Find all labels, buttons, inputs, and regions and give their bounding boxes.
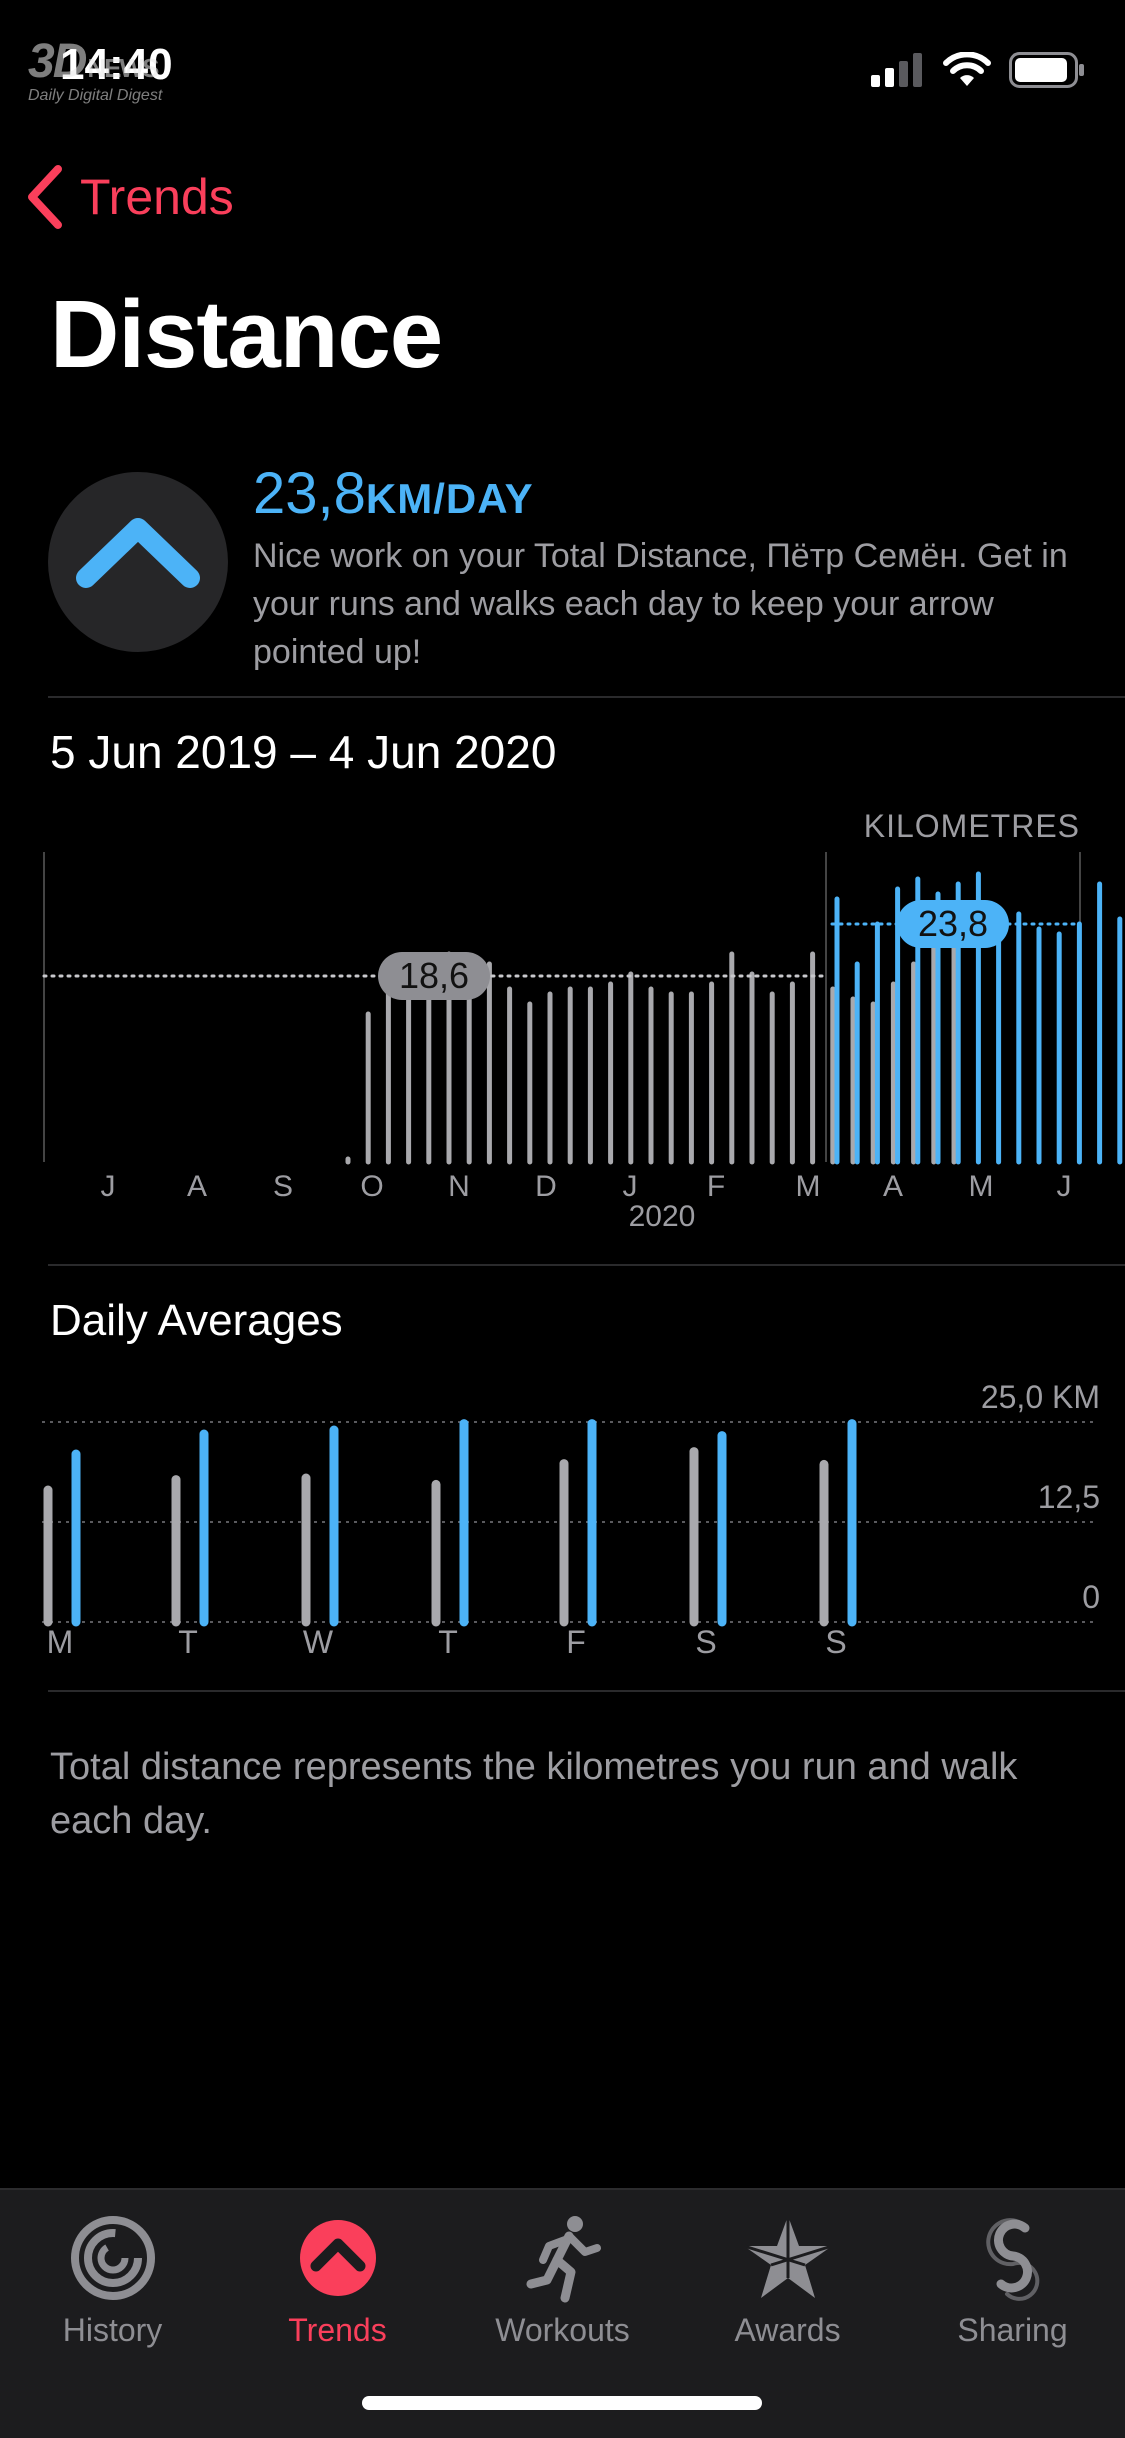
x-tick-label: A <box>883 1170 903 1203</box>
sharing-icon <box>985 2218 1039 2301</box>
daily-averages-title: Daily Averages <box>50 1296 343 1345</box>
baseline-average-pill <box>378 952 490 1000</box>
battery-icon <box>1009 52 1084 88</box>
divider <box>48 1690 1125 1692</box>
weekday-label: F <box>566 1624 586 1660</box>
star-icon <box>743 2216 832 2298</box>
page-title: Distance <box>50 281 443 388</box>
chevron-left-icon <box>28 165 62 229</box>
summary-message: Nice work on your Total Distance, Пётр С… <box>253 536 1068 671</box>
status-bar: 14:40 3DNEWS Daily Digital Digest <box>0 0 1125 140</box>
tab-history[interactable]: History <box>0 2208 225 2349</box>
tab-workouts-label: Workouts <box>495 2312 630 2348</box>
y-tick-label: 0 <box>1082 1579 1100 1615</box>
back-button[interactable]: Trends <box>24 165 234 229</box>
weekday-label: S <box>695 1624 716 1660</box>
x-tick-label: J <box>101 1170 116 1203</box>
trends-icon <box>299 2220 376 2296</box>
tab-awards-label: Awards <box>734 2312 841 2348</box>
x-tick-label: N <box>448 1170 470 1203</box>
wifi-icon <box>943 52 991 86</box>
running-figure-icon <box>526 2216 601 2303</box>
distance-rate: 23,8KM/DAY <box>253 462 1113 526</box>
home-indicator[interactable] <box>362 2396 762 2410</box>
tab-history-label: History <box>62 2312 163 2348</box>
recent-average-value: 23,8 <box>918 903 988 944</box>
weekday-label: S <box>825 1624 846 1660</box>
weekday-label: T <box>438 1624 458 1660</box>
y-tick-label: 12,5 <box>1038 1479 1100 1515</box>
status-time: 14:40 <box>60 40 173 89</box>
watermark-logo: 3DNEWS Daily Digital Digest <box>28 38 162 104</box>
x-tick-label: M <box>796 1170 821 1203</box>
x-tick-label: M <box>969 1170 994 1203</box>
footnote: Total distance represents the kilometres… <box>50 1746 1018 1842</box>
tab-workouts[interactable]: Workouts <box>450 2208 675 2349</box>
tab-trends-label: Trends <box>288 2312 387 2348</box>
tab-sharing-label: Sharing <box>957 2312 1068 2348</box>
distance-rate-unit: KM/DAY <box>365 475 534 522</box>
baseline-average-value: 18,6 <box>399 955 469 996</box>
distance-rate-value: 23,8 <box>253 461 366 526</box>
watermark-tagline: Daily Digital Digest <box>28 87 163 104</box>
divider <box>48 696 1125 698</box>
x-year-label: 2020 <box>629 1200 696 1233</box>
weekday-label: T <box>178 1624 198 1660</box>
summary-text: 23,8KM/DAY Nice work on your Total Dista… <box>253 462 1113 676</box>
x-tick-label: S <box>273 1170 293 1203</box>
watermark-logo-suffix: NEWS <box>87 53 159 83</box>
x-tick-label: O <box>360 1170 383 1203</box>
x-tick-label: J <box>1057 1170 1072 1203</box>
tab-sharing[interactable]: Sharing <box>900 2208 1125 2349</box>
daily-averages-chart: 25,0 KM 12,5 0 M T W T F S S <box>42 1379 1100 1660</box>
history-icon <box>70 2216 155 2300</box>
chart-units-label: KILOMETRES <box>863 808 1080 844</box>
trend-arrow-badge <box>48 472 228 652</box>
x-tick-label: D <box>535 1170 557 1203</box>
y-tick-label: 25,0 KM <box>981 1379 1100 1415</box>
x-tick-label: A <box>187 1170 207 1203</box>
watermark-logo-mark: 3DNEWS <box>28 35 159 88</box>
divider <box>48 1264 1125 1266</box>
chevron-up-icon <box>76 518 200 588</box>
status-icons <box>871 50 1085 90</box>
x-tick-label: F <box>707 1170 725 1203</box>
weekday-label: W <box>303 1624 334 1660</box>
recent-average-pill <box>897 900 1009 948</box>
back-button-label: Trends <box>80 169 234 225</box>
cellular-signal-icon <box>871 53 922 87</box>
tab-awards[interactable]: Awards <box>675 2208 900 2349</box>
x-tick-label: J <box>623 1170 638 1203</box>
weekday-label: M <box>47 1624 74 1660</box>
tab-trends[interactable]: Trends <box>225 2208 450 2349</box>
date-range: 5 Jun 2019 – 4 Jun 2020 <box>50 726 557 778</box>
watermark-logo-text: 3D <box>28 35 87 88</box>
